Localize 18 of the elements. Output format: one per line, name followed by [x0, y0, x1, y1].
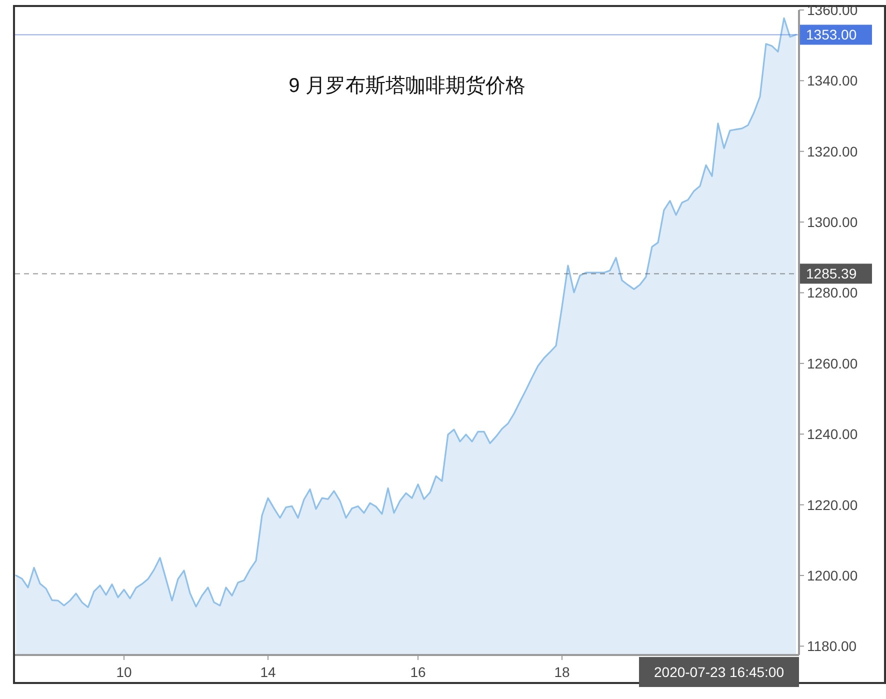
text: 2020-07-23 16:45:00	[654, 664, 784, 680]
text: 9 月罗布斯塔咖啡期货价格	[288, 75, 526, 97]
y-tick-label: 1220.00	[807, 496, 858, 513]
ref-line-label: 1285.39	[806, 266, 857, 282]
y-tick-label: 1300.00	[807, 214, 858, 230]
ref-line-label: 1353.00	[806, 26, 857, 43]
y-tick-label: 1200.00	[807, 567, 858, 584]
x-tick-label: 18	[554, 664, 570, 680]
y-tick-label: 1280.00	[807, 284, 858, 301]
y-tick-label: 1180.00	[807, 638, 857, 654]
x-tick-label: 16	[410, 664, 426, 680]
y-tick-label: 1360.00	[807, 2, 858, 18]
x-tick-label: 10	[116, 664, 132, 680]
y-tick-label: 1320.00	[807, 143, 858, 160]
x-tick-label: 14	[260, 664, 276, 680]
y-tick-label: 1260.00	[807, 355, 858, 372]
y-tick-label: 1240.00	[807, 426, 858, 442]
y-tick-label: 1340.00	[807, 72, 858, 89]
